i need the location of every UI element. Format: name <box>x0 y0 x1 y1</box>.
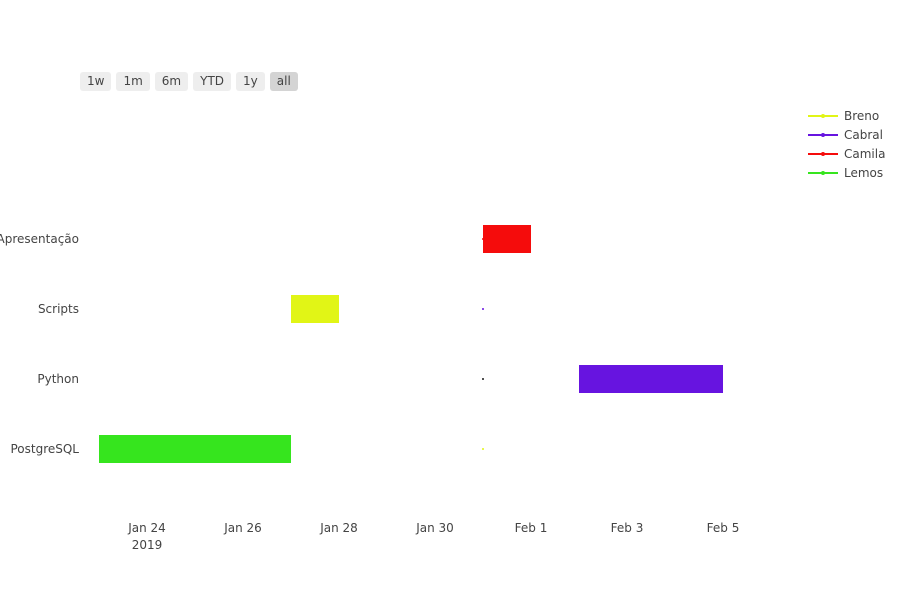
marker-dot <box>482 378 484 380</box>
y-tick-label: Python <box>37 372 79 386</box>
bar-postgresql[interactable] <box>99 435 291 463</box>
x-tick-sublabel: 2019 <box>132 538 163 552</box>
range-button-ytd[interactable]: YTD <box>193 72 232 91</box>
marker-dot <box>482 448 484 450</box>
legend-item-lemos[interactable]: Lemos <box>808 163 885 182</box>
x-tick-label: Jan 24 <box>127 521 166 535</box>
legend-label: Camila <box>844 146 886 161</box>
y-tick-label: PostgreSQL <box>10 442 79 456</box>
range-button-1m[interactable]: 1m <box>116 72 150 91</box>
x-tick-label: Feb 3 <box>611 521 644 535</box>
markers-layer <box>482 238 484 450</box>
x-tick-label: Feb 5 <box>707 521 740 535</box>
range-button-1w[interactable]: 1w <box>80 72 112 91</box>
bar-scripts[interactable] <box>291 295 339 323</box>
x-tick-label: Feb 1 <box>515 521 548 535</box>
legend: Breno Cabral Camila Lemos <box>808 106 885 182</box>
legend-label: Cabral <box>844 127 883 142</box>
bar-python[interactable] <box>579 365 723 393</box>
legend-swatch <box>808 151 838 156</box>
bars-layer <box>99 225 723 463</box>
x-tick-label: Jan 28 <box>319 521 358 535</box>
x-axis-labels: Jan 24 2019 Jan 26 Jan 28 Jan 30 Feb 1 Feb 3 Fe… <box>127 521 739 552</box>
range-button-6m[interactable]: 6m <box>154 72 189 91</box>
x-tick-label: Jan 30 <box>415 521 454 535</box>
legend-item-camila[interactable]: Camila <box>808 144 885 163</box>
legend-swatch <box>808 132 838 137</box>
bar-apresenta-o[interactable] <box>483 225 531 253</box>
legend-swatch <box>808 170 838 175</box>
range-selector: 1w 1m 6m YTD 1y all <box>80 72 298 91</box>
range-button-all[interactable]: all <box>269 72 298 91</box>
legend-swatch <box>808 113 838 118</box>
x-tick-label: Jan 26 <box>223 521 262 535</box>
legend-label: Lemos <box>844 165 884 180</box>
marker-dot <box>482 308 484 310</box>
legend-label: Breno <box>844 108 880 123</box>
y-tick-label: Scripts <box>38 302 79 316</box>
marker-dot <box>482 238 484 240</box>
legend-item-cabral[interactable]: Cabral <box>808 125 885 144</box>
y-tick-label: Apresentação <box>0 232 79 246</box>
legend-item-breno[interactable]: Breno <box>808 106 885 125</box>
range-button-1y[interactable]: 1y <box>236 72 265 91</box>
y-axis-labels: PostgreSQL Python Scripts Apresentação <box>0 232 79 456</box>
